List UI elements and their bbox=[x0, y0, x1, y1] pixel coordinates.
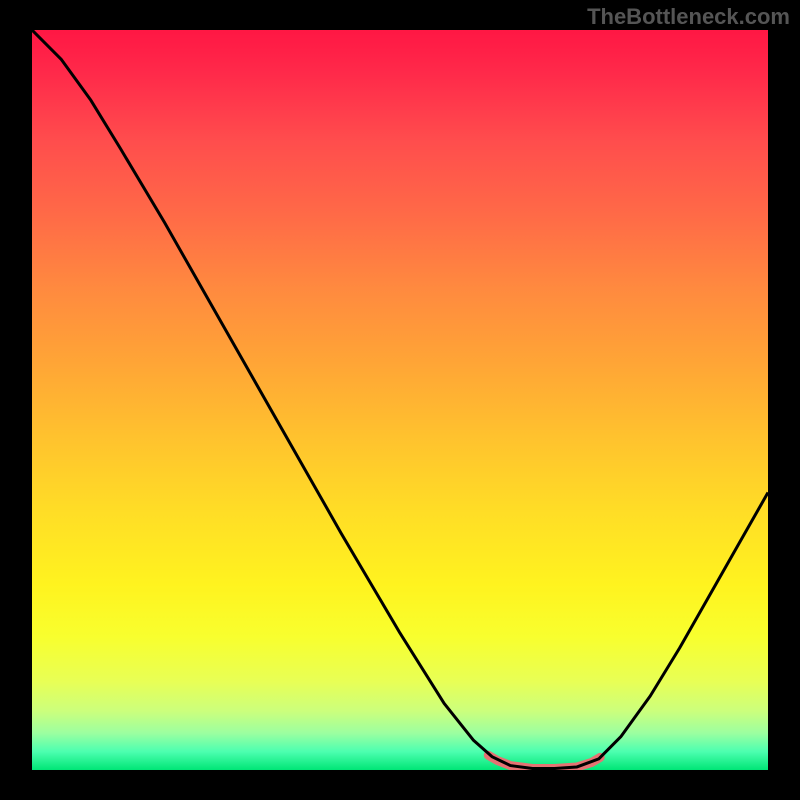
curve-layer bbox=[32, 30, 768, 770]
watermark-text: TheBottleneck.com bbox=[587, 4, 790, 30]
plot-area bbox=[32, 30, 768, 770]
bottleneck-curve bbox=[32, 30, 768, 769]
